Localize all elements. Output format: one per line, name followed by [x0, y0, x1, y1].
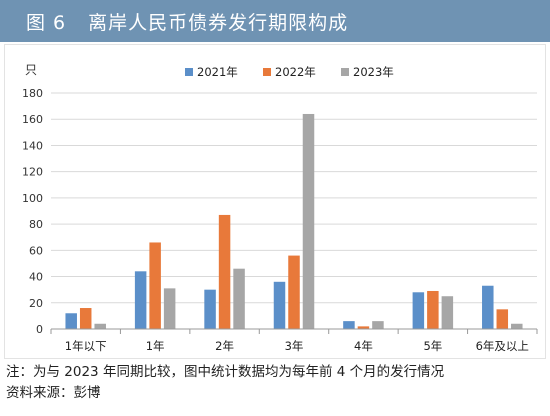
x-tick-label: 1年以下 — [65, 339, 107, 353]
figure-title: 离岸人民币债券发行期限构成 — [88, 11, 349, 34]
bar — [134, 271, 147, 329]
legend-swatch — [341, 68, 349, 76]
bar — [273, 281, 286, 329]
legend-swatch — [185, 68, 193, 76]
bar — [149, 242, 161, 329]
bar — [204, 289, 216, 329]
bar — [65, 313, 77, 329]
notes: 注：为与 2023 年同期比较，图中统计数据均为每年前 4 个月的发行情况 资料… — [6, 362, 546, 404]
legend-swatch — [263, 68, 271, 76]
source-note: 资料来源：彭博 — [6, 385, 101, 401]
bar — [511, 323, 523, 329]
y-tick-label: 40 — [29, 271, 43, 284]
x-tick-label: 3年 — [285, 339, 304, 353]
y-tick-label: 0 — [36, 323, 43, 336]
y-tick-label: 160 — [22, 113, 43, 126]
bar-layer — [65, 113, 523, 329]
chart-panel: 0 20 40 60 80 100 120 140 160 180 只 1年以下 1年 2年 3年 4年 5年 6… — [4, 44, 546, 359]
bar — [163, 288, 176, 329]
bar — [288, 255, 300, 329]
y-tick-label: 80 — [29, 218, 43, 231]
bar-chart: 0 20 40 60 80 100 120 140 160 180 只 1年以下 1年 2年 3年 4年 5年 6… — [22, 63, 538, 353]
y-tick-label: 100 — [22, 192, 43, 205]
legend-label: 2021年 — [197, 65, 238, 79]
figure-title-bar: 图 6 离岸人民币债券发行期限构成 — [0, 0, 550, 42]
bar — [233, 268, 245, 329]
grid-layer — [51, 92, 537, 304]
bar — [218, 214, 231, 329]
x-tick-label: 6年及以上 — [476, 339, 529, 353]
y-tick-label: 120 — [22, 166, 43, 179]
y-tick-label: 60 — [29, 244, 43, 257]
bar — [79, 308, 92, 329]
y-tick-label: 180 — [22, 87, 43, 100]
y-tick-label: 20 — [29, 297, 43, 310]
bar — [427, 290, 439, 329]
bar — [441, 296, 454, 329]
axis-layer: 0 20 40 60 80 100 120 140 160 180 只 1年以下 1年 2年 3年 4年 5年 6… — [22, 63, 538, 353]
legend-label: 2022年 — [275, 65, 316, 79]
bar — [372, 321, 384, 329]
bar — [94, 323, 106, 329]
x-tick-label: 4年 — [354, 339, 373, 353]
legend: 2021年 2022年 2023年 — [185, 65, 394, 79]
figure-number: 图 6 — [26, 11, 67, 34]
x-tick-label: 1年 — [146, 339, 165, 353]
y-tick-label: 140 — [22, 139, 43, 152]
bar — [412, 292, 425, 329]
bar — [302, 113, 315, 329]
y-axis-label: 只 — [25, 63, 37, 77]
bar — [357, 326, 370, 329]
bar — [343, 321, 355, 329]
x-tick-label: 2年 — [215, 339, 234, 353]
bar — [482, 285, 494, 329]
legend-label: 2023年 — [353, 65, 394, 79]
bar — [496, 309, 509, 329]
footnote: 注：为与 2023 年同期比较，图中统计数据均为每年前 4 个月的发行情况 — [6, 364, 445, 380]
x-tick-label: 5年 — [423, 339, 442, 353]
